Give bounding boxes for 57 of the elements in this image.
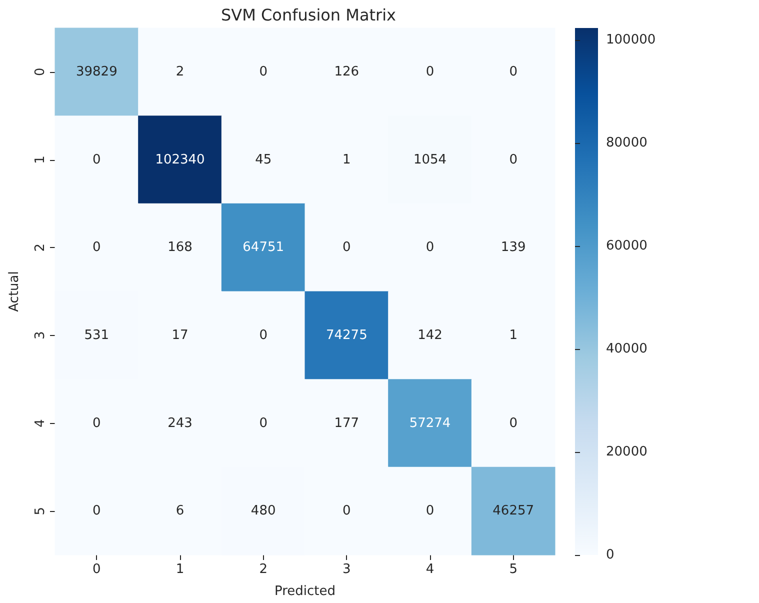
- data-label: 57274: [409, 416, 451, 431]
- y-tick-label: 4: [33, 419, 48, 428]
- data-label: 139: [500, 240, 526, 256]
- data-label: 0: [342, 240, 351, 256]
- color-bar-label: 60000: [606, 238, 648, 254]
- x-tick-label: 0: [92, 562, 101, 577]
- x-tick-label: 5: [509, 562, 518, 577]
- y-tick-label: 1: [33, 156, 48, 164]
- data-label: 142: [418, 328, 442, 343]
- y-tick-label: 0: [33, 68, 48, 76]
- data-label: 0: [509, 416, 518, 431]
- data-label: 168: [168, 240, 192, 256]
- data-label: 0: [92, 240, 101, 256]
- data-label: 6: [176, 504, 184, 519]
- data-label: 0: [92, 416, 101, 431]
- x-axis-title: Predicted: [274, 584, 336, 599]
- data-label: 0: [259, 416, 268, 431]
- data-label: 0: [92, 152, 101, 168]
- chart-title: SVM Confusion Matrix: [220, 6, 396, 24]
- x-tick-label: 3: [342, 562, 351, 577]
- data-label: 126: [334, 64, 360, 80]
- color-bar-label: 0: [606, 548, 614, 562]
- data-label: 1: [509, 328, 518, 343]
- color-bar-label: 80000: [606, 136, 648, 151]
- data-label: 74275: [326, 328, 368, 343]
- x-tick-label: 2: [259, 562, 268, 577]
- x-tick-label: 4: [426, 562, 434, 577]
- data-label: 0: [426, 64, 434, 80]
- y-tick-label: 2: [33, 243, 48, 252]
- data-label: 0: [342, 504, 351, 519]
- data-label: 0: [426, 240, 434, 256]
- data-label: 2: [176, 64, 184, 80]
- color-bar-label: 100000: [606, 32, 656, 48]
- color-bar-label: 20000: [606, 444, 648, 460]
- data-label: 17: [172, 328, 188, 343]
- y-axis-title: Actual: [7, 271, 22, 312]
- y-tick-label: 3: [33, 331, 48, 340]
- color-bar-label: 40000: [606, 342, 648, 357]
- data-label: 0: [509, 64, 518, 80]
- data-label: 1054: [413, 152, 447, 168]
- data-label: 0: [259, 328, 268, 343]
- data-label: 39829: [76, 64, 118, 80]
- data-label: 46257: [492, 504, 534, 519]
- x-tick-label: 1: [176, 562, 184, 577]
- data-label: 0: [259, 64, 268, 80]
- data-label: 1: [342, 152, 351, 168]
- data-label: 531: [84, 328, 110, 343]
- data-label: 480: [250, 504, 276, 519]
- data-label: 243: [168, 416, 192, 431]
- data-label: 0: [426, 504, 434, 519]
- data-label: 102340: [155, 152, 205, 168]
- y-tick-label: 5: [33, 506, 48, 516]
- data-label: 0: [92, 504, 101, 519]
- data-label: 0: [509, 152, 518, 168]
- data-label: 45: [255, 152, 272, 168]
- data-label: 177: [334, 416, 360, 431]
- data-label: 64751: [242, 240, 284, 256]
